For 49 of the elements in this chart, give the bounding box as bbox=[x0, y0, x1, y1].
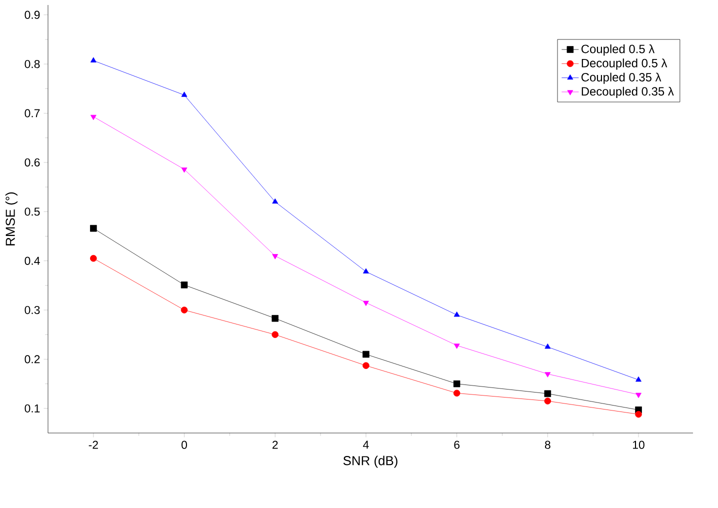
x-tick-label: 8 bbox=[544, 440, 550, 449]
point bbox=[181, 92, 188, 97]
legend-label: Decoupled 0.35 λ bbox=[582, 86, 674, 98]
point bbox=[544, 372, 551, 378]
y-tick-label: 0.4 bbox=[24, 256, 40, 265]
point bbox=[272, 254, 278, 260]
point bbox=[453, 380, 460, 388]
point bbox=[453, 390, 460, 397]
x-tick-label: -2 bbox=[88, 440, 98, 449]
y-tick-label: 0.8 bbox=[24, 60, 40, 68]
point bbox=[181, 168, 188, 173]
y-axis-title: RMSE (°) bbox=[5, 192, 18, 246]
y-tick-label: 0.5 bbox=[24, 208, 40, 216]
point bbox=[272, 331, 279, 338]
y-tick-label: 0.1 bbox=[24, 404, 40, 412]
point bbox=[544, 344, 551, 349]
x-tick-label: 4 bbox=[363, 440, 369, 449]
y-tick-label: 0.6 bbox=[24, 158, 40, 166]
y-tick-label: 0.9 bbox=[24, 10, 40, 19]
legend-label: Coupled 0.35 λ bbox=[581, 72, 662, 84]
y-tick-label: 0.3 bbox=[24, 306, 40, 314]
point bbox=[454, 312, 460, 317]
point bbox=[454, 344, 460, 349]
point bbox=[635, 410, 642, 418]
point bbox=[362, 350, 370, 358]
point bbox=[180, 282, 188, 288]
y-tick-label: 0.2 bbox=[24, 355, 40, 364]
point bbox=[636, 392, 642, 398]
legend-label: Decoupled 0.5 λ bbox=[582, 58, 668, 70]
point bbox=[90, 57, 96, 62]
point bbox=[272, 198, 278, 204]
point bbox=[363, 268, 369, 274]
point bbox=[363, 300, 369, 306]
point bbox=[362, 362, 370, 369]
point bbox=[90, 254, 97, 262]
x-tick-label: 0 bbox=[182, 440, 188, 449]
point bbox=[544, 398, 552, 404]
point bbox=[90, 114, 96, 120]
x-axis-title: SNR (dB) bbox=[343, 456, 398, 468]
legend-label: Coupled 0.5 λ bbox=[581, 44, 655, 56]
point bbox=[180, 306, 188, 314]
y-tick-label: 0.7 bbox=[24, 109, 40, 118]
x-tick-label: 2 bbox=[272, 440, 278, 449]
x-tick-label: 10 bbox=[633, 440, 644, 449]
point bbox=[636, 376, 642, 382]
point bbox=[544, 390, 552, 398]
point bbox=[90, 224, 97, 232]
x-tick-label: 6 bbox=[454, 440, 460, 449]
point bbox=[272, 314, 279, 322]
